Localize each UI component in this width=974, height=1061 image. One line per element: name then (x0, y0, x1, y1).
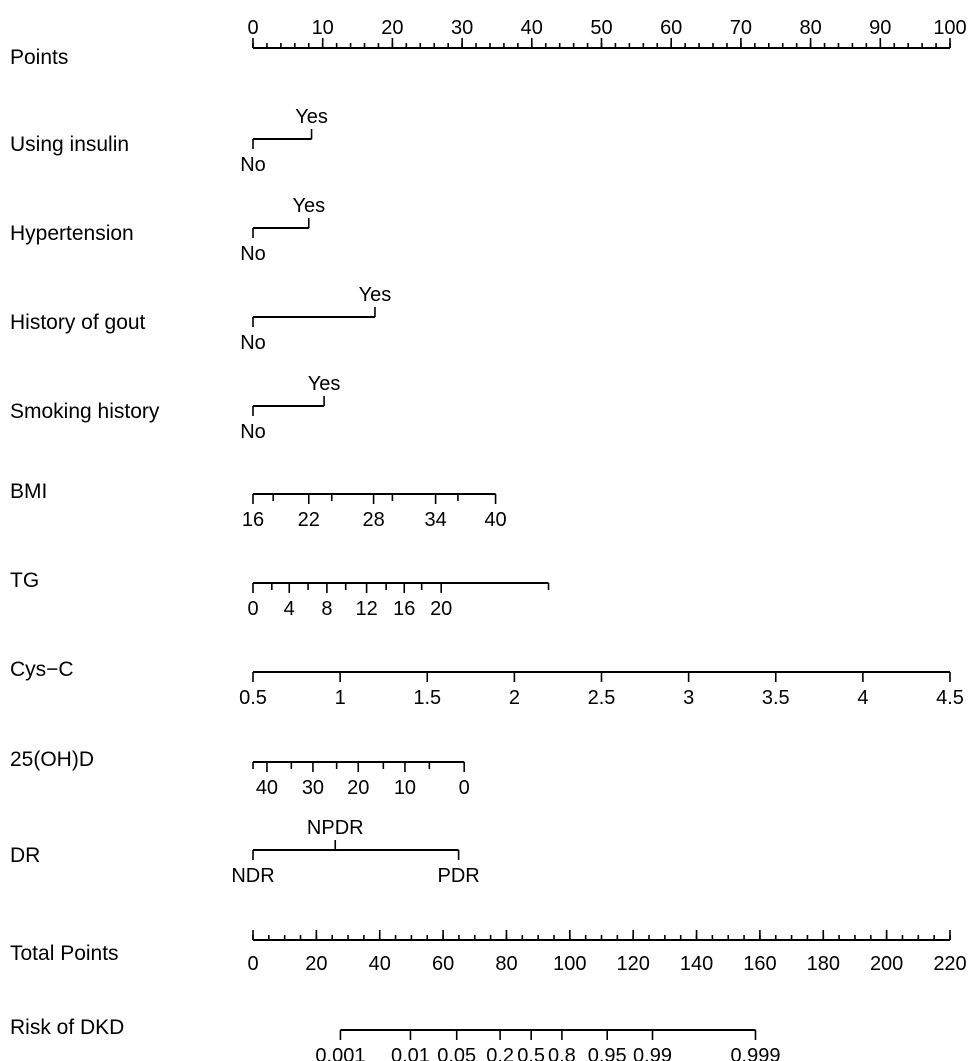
bmi-tick-label: 40 (484, 509, 506, 531)
total-points-tick-label: 40 (369, 953, 391, 975)
total-points-tick-label: 180 (807, 953, 840, 975)
tg-tick-label: 20 (430, 598, 452, 620)
using-insulin-level-label: Yes (295, 106, 328, 128)
tg-tick-label: 0 (247, 598, 258, 620)
25ohd-tick-label: 30 (302, 777, 324, 799)
risk-of-dkd-tick-label: 0.05 (437, 1045, 476, 1061)
cys-c-tick-label: 0.5 (239, 687, 267, 709)
cys-c-tick-label: 2.5 (588, 687, 616, 709)
total-points-tick-label: 0 (247, 953, 258, 975)
total-points-tick-label: 20 (305, 953, 327, 975)
bmi-tick-label: 34 (424, 509, 446, 531)
smoking-history-row-label: Smoking history (10, 400, 160, 423)
points-row-label: Points (10, 46, 68, 69)
points-tick-label: 30 (451, 17, 473, 39)
total-points-tick-label: 80 (495, 953, 517, 975)
dr-level-label: NPDR (307, 817, 364, 839)
history-of-gout-level-label: Yes (359, 284, 392, 306)
using-insulin-row-label: Using insulin (10, 133, 129, 156)
bmi-tick-label: 28 (362, 509, 384, 531)
points-tick-label: 40 (521, 17, 543, 39)
tg-tick-label: 12 (355, 598, 377, 620)
hypertension-level-label: No (240, 243, 266, 265)
risk-of-dkd-tick-label: 0.999 (730, 1045, 780, 1061)
dr-level-label: PDR (437, 865, 479, 887)
smoking-history-level-label: Yes (308, 373, 341, 395)
dr-level-label: NDR (231, 865, 274, 887)
cys-c-tick-label: 4 (857, 687, 868, 709)
total-points-tick-label: 160 (743, 953, 776, 975)
25ohd-tick-label: 0 (459, 777, 470, 799)
risk-of-dkd-tick-label: 0.95 (588, 1045, 627, 1061)
history-of-gout-row-label: History of gout (10, 311, 146, 334)
points-tick-label: 90 (869, 17, 891, 39)
total-points-tick-label: 100 (553, 953, 586, 975)
hypertension-level-label: Yes (292, 195, 325, 217)
bmi-row-label: BMI (10, 480, 47, 503)
risk-of-dkd-tick-label: 0.8 (548, 1045, 576, 1061)
cys-c-tick-label: 1.5 (413, 687, 441, 709)
bmi-tick-label: 22 (298, 509, 320, 531)
points-tick-label: 70 (730, 17, 752, 39)
cys-c-tick-label: 3 (683, 687, 694, 709)
cys-c-row-label: Cys−C (10, 658, 74, 681)
tg-row-label: TG (10, 569, 39, 592)
25ohd-tick-label: 20 (347, 777, 369, 799)
total-points-tick-label: 200 (870, 953, 903, 975)
25ohd-tick-label: 40 (256, 777, 278, 799)
points-tick-label: 50 (590, 17, 612, 39)
cys-c-tick-label: 4.5 (936, 687, 964, 709)
risk-of-dkd-tick-label: 0.5 (517, 1045, 545, 1061)
using-insulin-level-label: No (240, 154, 266, 176)
total-points-tick-label: 120 (616, 953, 649, 975)
points-tick-label: 100 (933, 17, 966, 39)
total-points-tick-label: 60 (432, 953, 454, 975)
risk-of-dkd-row-label: Risk of DKD (10, 1016, 124, 1039)
cys-c-tick-label: 3.5 (762, 687, 790, 709)
cys-c-tick-label: 2 (509, 687, 520, 709)
points-tick-label: 0 (247, 17, 258, 39)
risk-of-dkd-tick-label: 0.99 (633, 1045, 672, 1061)
risk-of-dkd-tick-label: 0.01 (391, 1045, 430, 1061)
risk-of-dkd-tick-label: 0.001 (315, 1045, 365, 1061)
total-points-tick-label: 220 (933, 953, 966, 975)
bmi-tick-label: 16 (242, 509, 264, 531)
risk-of-dkd-tick-label: 0.2 (486, 1045, 514, 1061)
smoking-history-level-label: No (240, 421, 266, 443)
history-of-gout-level-label: No (240, 332, 266, 354)
25ohd-tick-label: 10 (394, 777, 416, 799)
points-tick-label: 60 (660, 17, 682, 39)
points-tick-label: 10 (312, 17, 334, 39)
tg-tick-label: 8 (321, 598, 332, 620)
points-tick-label: 20 (381, 17, 403, 39)
total-points-row-label: Total Points (10, 942, 119, 965)
dr-row-label: DR (10, 844, 40, 867)
points-tick-label: 80 (799, 17, 821, 39)
hypertension-row-label: Hypertension (10, 222, 134, 245)
25ohd-row-label: 25(OH)D (10, 748, 94, 771)
tg-tick-label: 4 (284, 598, 295, 620)
total-points-tick-label: 140 (680, 953, 713, 975)
tg-tick-label: 16 (393, 598, 415, 620)
cys-c-tick-label: 1 (335, 687, 346, 709)
